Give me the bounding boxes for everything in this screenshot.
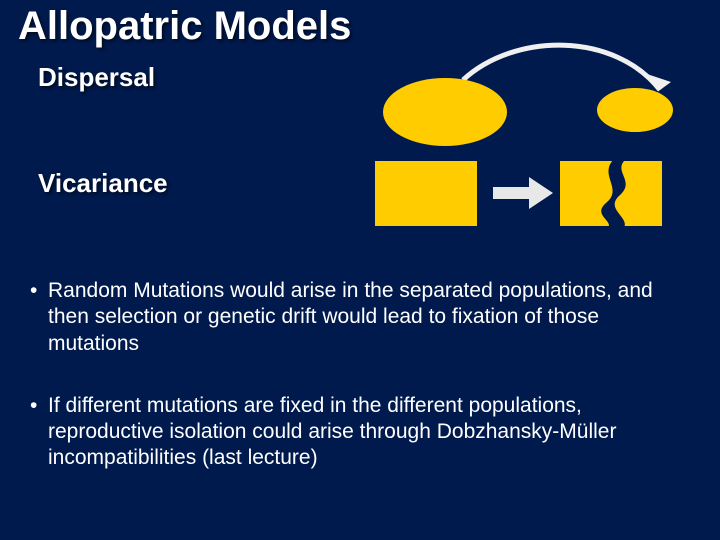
vicariance-diagram [375,155,695,235]
slide-title: Allopatric Models [18,4,351,49]
vicariance-arrow-head [529,177,553,209]
subheading-vicariance: Vicariance [38,168,168,199]
dispersal-source-ellipse [383,78,507,146]
dispersal-arc [463,45,660,90]
dispersal-svg [375,40,695,150]
bullet-list: Random Mutations would arise in the sepa… [30,278,680,508]
vicariance-right-group [560,159,662,228]
vicariance-svg [375,155,695,235]
vicariance-left-rect [375,161,477,226]
subheading-dispersal: Dispersal [38,62,155,93]
bullet-item: If different mutations are fixed in the … [30,393,680,472]
dispersal-diagram [375,40,695,150]
dispersal-founder-ellipse [597,88,673,132]
bullet-item: Random Mutations would arise in the sepa… [30,278,680,357]
